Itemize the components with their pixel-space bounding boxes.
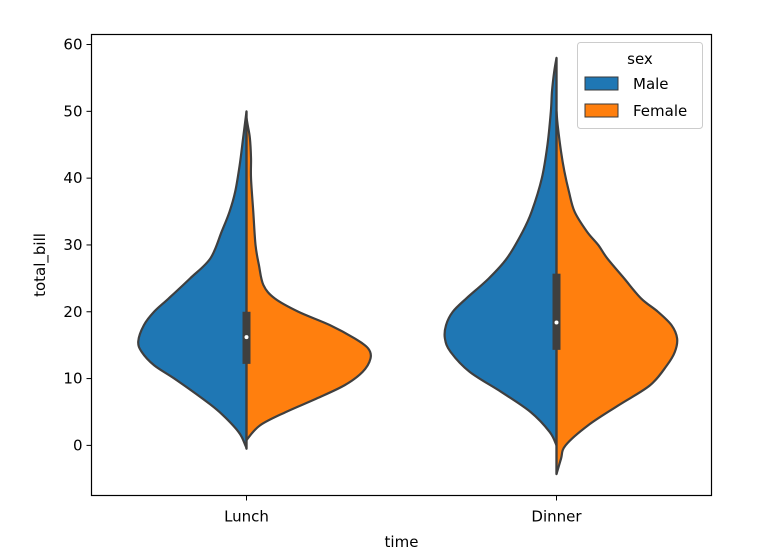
violin-median-dot-dinner [554, 320, 559, 325]
y-tick-label: 10 [63, 370, 82, 388]
y-tick-label: 0 [73, 436, 83, 454]
violin-half-dinner-female [555, 110, 679, 476]
y-tick-label: 40 [63, 169, 82, 187]
y-tick-label: 50 [63, 102, 82, 120]
violin-median-dot-lunch [244, 335, 249, 340]
y-tick-label: 60 [63, 36, 82, 54]
violins-layer [137, 56, 679, 476]
violin-half-dinner-male [443, 56, 558, 447]
y-axis-ticks: 0 10 20 30 40 50 60 [63, 36, 92, 454]
y-tick-label: 20 [63, 303, 82, 321]
violin-half-lunch-female [245, 116, 373, 442]
legend-title: sex [627, 50, 653, 68]
legend-swatch-female [584, 103, 619, 118]
violin-half-lunch-male [137, 110, 248, 450]
x-tick-label: Dinner [531, 508, 582, 526]
x-tick-label: Lunch [224, 508, 269, 526]
legend-label-female: Female [633, 102, 687, 120]
y-tick-label: 30 [63, 236, 82, 254]
x-axis-ticks: Lunch Dinner [224, 495, 582, 526]
legend-label-male: Male [633, 75, 669, 93]
violin-iqr-box-dinner [552, 273, 561, 350]
x-axis-label: time [385, 533, 419, 551]
legend: sex Male Female [577, 42, 703, 129]
legend-swatch-male [584, 76, 619, 91]
plot-area-frame [90, 33, 713, 497]
y-axis-label: total_bill [31, 233, 50, 297]
